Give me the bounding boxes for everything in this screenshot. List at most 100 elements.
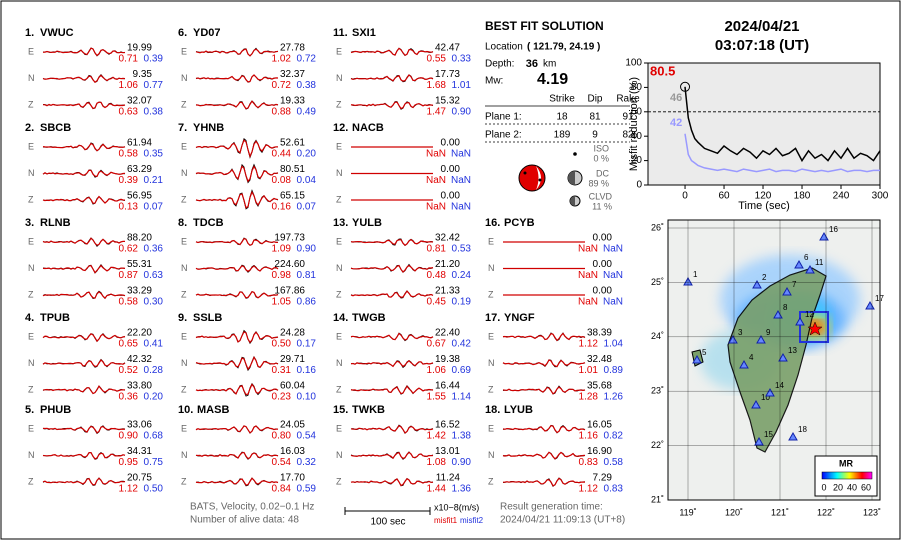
waveform-synthetic	[42, 477, 126, 486]
amplitude: 27.78	[280, 43, 305, 54]
misfit2: 0.41	[144, 339, 164, 350]
waveform-synthetic	[195, 425, 279, 434]
misfit1: 0.98	[272, 270, 292, 281]
colorbar-title: MR	[839, 458, 853, 468]
iso-label: ISO	[593, 143, 609, 153]
misfit2-key: misfit2	[460, 516, 484, 525]
station-name: TDCB	[193, 217, 224, 229]
component: E	[488, 423, 494, 433]
misfit2: 0.20	[297, 149, 317, 160]
station-label: 13	[788, 346, 797, 355]
component: Z	[28, 384, 34, 394]
plane-value: 82	[622, 130, 634, 141]
amplitude: 24.28	[280, 328, 305, 339]
station-label: 10	[761, 393, 770, 402]
component: N	[28, 358, 35, 368]
station-index: 9.	[178, 312, 187, 324]
amplitude: 80.51	[280, 164, 305, 175]
waveform-synthetic	[42, 359, 126, 368]
origin-date: 2024/04/21	[724, 18, 799, 35]
amplitude: 20.75	[127, 473, 152, 484]
misfit2: 1.01	[452, 80, 472, 91]
misfit2: 0.42	[452, 339, 472, 350]
misfit2: 0.75	[144, 457, 164, 468]
misfit2: 0.50	[144, 484, 164, 495]
station-index: 8.	[178, 217, 187, 229]
misfit2: 0.07	[144, 202, 164, 213]
component: Z	[336, 384, 342, 394]
misfit1: 1.12	[579, 339, 599, 350]
waveform-synthetic	[502, 332, 586, 342]
misfit1: 1.28	[579, 392, 599, 403]
misfit1: 0.88	[272, 107, 292, 118]
y-tick-label: 60	[631, 106, 643, 117]
plane-label: Plane 2:	[485, 130, 522, 141]
origin-time: 03:07:18 (UT)	[715, 37, 809, 54]
lon-tick-label: 120˚	[725, 507, 743, 517]
waveform-synthetic	[350, 385, 434, 395]
misfit1: 0.45	[427, 297, 447, 308]
column-header: Dip	[587, 94, 602, 105]
misfit2: NaN	[451, 175, 471, 186]
amplitude: 17.70	[280, 473, 305, 484]
waveform-synthetic	[195, 139, 279, 159]
annotation: 42	[670, 117, 682, 129]
waveform-synthetic	[42, 333, 126, 343]
misfit1: 0.44	[272, 149, 292, 160]
station-label: 11	[815, 258, 824, 267]
waveform-synthetic	[42, 385, 126, 395]
misfit1: NaN	[426, 175, 446, 186]
misfit1: 0.08	[272, 175, 292, 186]
waveform-synthetic	[195, 331, 279, 344]
misfit2: NaN	[451, 149, 471, 160]
station-index: 5.	[25, 404, 34, 416]
waveform-synthetic	[502, 477, 586, 487]
amplitude: 42.47	[435, 43, 460, 54]
misfit2: 0.90	[297, 244, 317, 255]
station-label: 7	[792, 280, 797, 289]
lat-tick-label: 23˚	[651, 386, 664, 396]
component: Z	[336, 194, 342, 204]
misfit1: 1.08	[427, 457, 447, 468]
misfit1: 0.95	[119, 457, 139, 468]
component: E	[28, 331, 34, 341]
station-label: 12	[805, 310, 814, 319]
x-axis-label: Time (sec)	[738, 200, 790, 212]
waveform-synthetic	[351, 359, 434, 368]
misfit1: 0.48	[427, 270, 447, 281]
amplitude: 17.73	[435, 69, 460, 80]
amplitude: 19.99	[127, 43, 152, 54]
waveform-synthetic	[195, 74, 279, 83]
component: E	[181, 423, 187, 433]
component: N	[336, 73, 343, 83]
component: Z	[336, 476, 342, 486]
station-index: 14.	[333, 312, 348, 324]
station-index: 11.	[333, 27, 348, 39]
component: Z	[28, 194, 34, 204]
amplitude: 16.03	[280, 446, 305, 457]
amplitude: 0.00	[593, 233, 613, 244]
misfit1: 0.87	[119, 270, 139, 281]
misfit1: 1.42	[427, 431, 447, 442]
misfit2: 0.39	[144, 54, 164, 65]
beachball-dot	[538, 178, 542, 182]
station-name: RLNB	[40, 217, 71, 229]
station-index: 18.	[485, 404, 500, 416]
component: N	[181, 263, 188, 273]
station-name: YNGF	[504, 312, 535, 324]
misfit1: 0.36	[119, 392, 139, 403]
plane-label: Plane 1:	[485, 112, 522, 123]
alive-count: Number of alive data: 48	[190, 515, 299, 526]
misfit1: 0.63	[119, 107, 139, 118]
station-name: VWUC	[40, 27, 74, 39]
x-tick-label: 180	[794, 191, 811, 202]
waveform-synthetic	[195, 48, 279, 57]
station-label: 1	[693, 270, 698, 279]
misfit2: 0.58	[604, 457, 624, 468]
units: x10−8(m/s)	[434, 502, 479, 512]
waveform-synthetic	[42, 195, 126, 204]
misfit1: NaN	[578, 297, 598, 308]
waveform-synthetic	[42, 169, 126, 178]
misfit1: 0.65	[119, 339, 139, 350]
